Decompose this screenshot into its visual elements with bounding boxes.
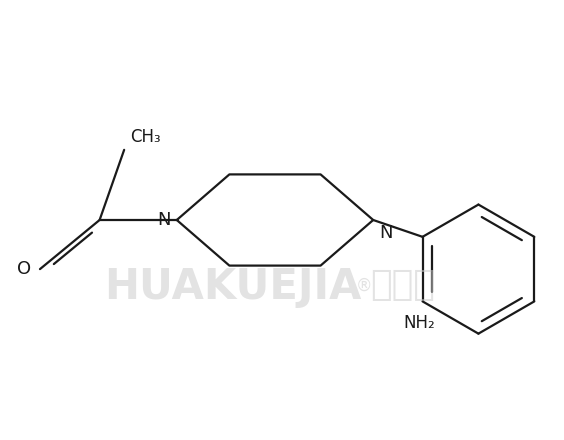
Text: CH₃: CH₃ (130, 128, 160, 147)
Text: N: N (158, 211, 171, 229)
Text: ®: ® (356, 276, 372, 294)
Text: NH₂: NH₂ (403, 314, 435, 332)
Text: N: N (379, 224, 393, 242)
Text: 化学加: 化学加 (369, 268, 435, 302)
Text: O: O (17, 260, 32, 278)
Text: HUAKUEJIA: HUAKUEJIA (104, 266, 362, 308)
